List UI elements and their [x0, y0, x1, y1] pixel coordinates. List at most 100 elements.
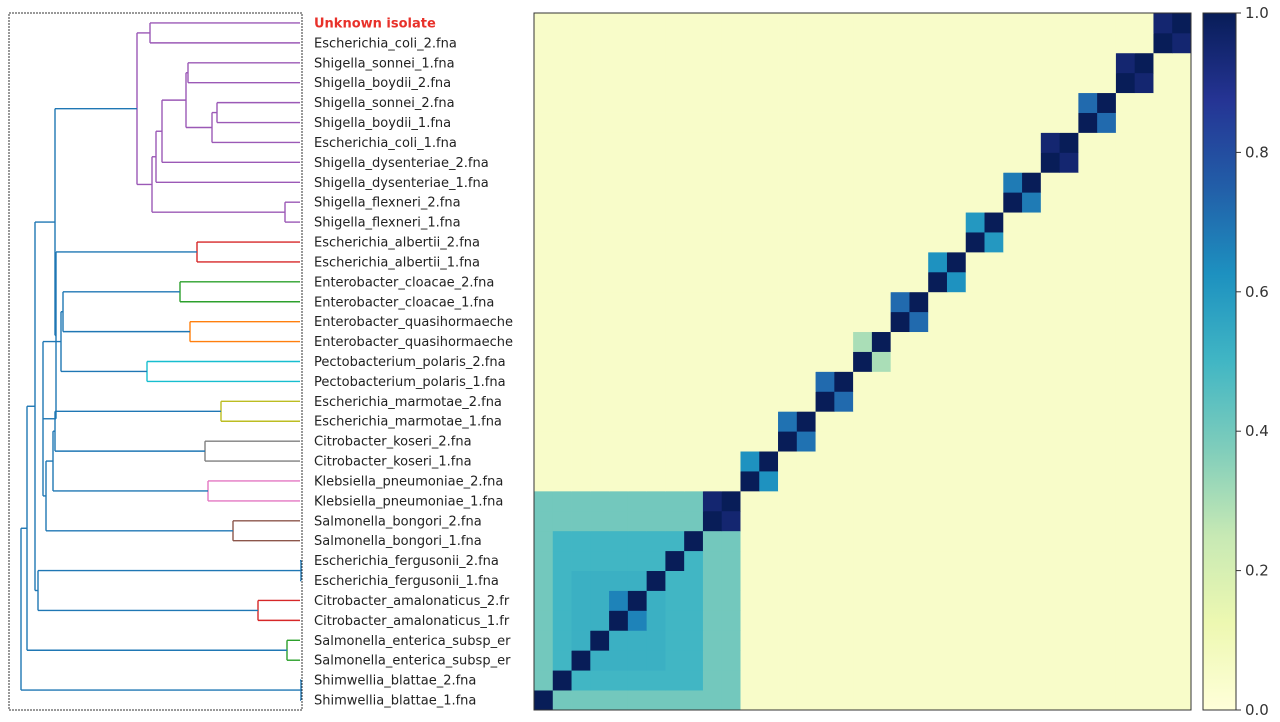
heatmap-cell [684, 670, 704, 691]
heatmap-cell [965, 391, 985, 412]
heatmap-cell [853, 371, 873, 392]
heatmap-cell [1003, 391, 1023, 412]
heatmap-cell [871, 212, 892, 233]
heatmap-cell [590, 92, 610, 113]
heatmap-cell [1040, 431, 1060, 452]
heatmap-cell [646, 72, 666, 94]
heatmap-cell [665, 152, 685, 173]
heatmap-cell [759, 371, 779, 392]
colorbar-tick-label: 0.2 [1245, 562, 1269, 580]
heatmap-cell [778, 371, 798, 392]
heatmap-cell [740, 630, 760, 651]
heatmap-cell [759, 411, 779, 432]
heatmap-cell [646, 311, 666, 333]
heatmap-cell [684, 291, 704, 313]
heatmap-cell [684, 351, 704, 372]
heatmap-cell [778, 172, 798, 193]
heatmap-cell [684, 192, 704, 213]
heatmap-cell [853, 451, 873, 472]
heatmap-cell [684, 371, 704, 392]
heatmap-cell [1040, 32, 1060, 54]
heatmap-cell [1153, 311, 1173, 333]
heatmap-cell [740, 72, 760, 94]
row-label: Pectobacterium_polaris_1.fna [314, 375, 506, 390]
heatmap-cell [609, 351, 629, 372]
heatmap-cell [946, 371, 967, 392]
heatmap-cell [1078, 72, 1098, 94]
row-label: Escherichia_fergusonii_2.fna [314, 554, 499, 569]
heatmap-cell [590, 351, 610, 372]
row-label: Citrobacter_koseri_1.fna [314, 455, 472, 470]
heatmap-cell [815, 451, 835, 472]
heatmap-cell [1059, 351, 1079, 372]
heatmap-cell [1153, 351, 1173, 372]
heatmap-cell [684, 630, 704, 651]
heatmap-cell [834, 192, 854, 213]
heatmap-cell [1003, 471, 1023, 492]
heatmap-cell [928, 212, 948, 233]
heatmap-cell [1078, 391, 1098, 412]
heatmap-cell [1097, 351, 1117, 372]
heatmap-cell [1003, 331, 1023, 352]
heatmap-cell [871, 371, 892, 392]
heatmap-cell [646, 291, 666, 313]
heatmap-cell [609, 530, 629, 552]
heatmap-cell [1040, 630, 1060, 651]
heatmap-cell [1153, 670, 1173, 691]
heatmap-cell [740, 451, 760, 472]
heatmap-cell [834, 471, 854, 492]
heatmap-cell [665, 132, 685, 153]
heatmap-cell [1003, 112, 1023, 133]
heatmap-cell [759, 550, 779, 571]
heatmap-cell [1097, 650, 1117, 671]
heatmap-cell [1003, 451, 1023, 472]
heatmap-cell [571, 232, 591, 253]
heatmap-cell [702, 690, 723, 711]
heatmap-cell [1172, 92, 1192, 113]
heatmap-cell [721, 530, 741, 552]
heatmap-cell [909, 371, 929, 392]
heatmap-cell [759, 291, 779, 313]
heatmap-cell [684, 590, 704, 611]
heatmap-cell [571, 13, 591, 34]
heatmap-cell [1078, 271, 1098, 293]
heatmap-cell [627, 490, 648, 512]
heatmap-cell [890, 331, 910, 352]
heatmap-cell [928, 232, 948, 253]
heatmap-cell [965, 690, 985, 711]
heatmap-cell [853, 251, 873, 273]
heatmap-cell [984, 570, 1004, 591]
heatmap-cell [571, 391, 591, 412]
heatmap-cell [1134, 550, 1154, 571]
heatmap-cell [853, 331, 873, 352]
heatmap-cell [571, 192, 591, 213]
heatmap-cell [665, 471, 685, 492]
heatmap-cell [1172, 590, 1192, 611]
heatmap-cell [571, 530, 591, 552]
heatmap-cell [1134, 271, 1154, 293]
heatmap-cell [552, 630, 572, 651]
heatmap-cell [702, 391, 723, 412]
heatmap-cell [815, 271, 835, 293]
heatmap-cell [702, 112, 723, 133]
heatmap-cell [965, 13, 985, 34]
heatmap-cell [778, 132, 798, 153]
heatmap-cell [1003, 212, 1023, 233]
heatmap-cell [890, 371, 910, 392]
heatmap-cell [796, 530, 816, 552]
heatmap-cell [928, 72, 948, 94]
heatmap-cell [646, 232, 666, 253]
heatmap-cell [1153, 490, 1173, 512]
heatmap-cell [928, 431, 948, 452]
heatmap-cell [946, 92, 967, 113]
heatmap-cell [871, 291, 892, 313]
heatmap-cell [834, 411, 854, 432]
heatmap-cell [759, 670, 779, 691]
colorbar-tick-label: 1.0 [1245, 4, 1269, 22]
heatmap-cell [871, 550, 892, 571]
heatmap-cell [534, 610, 554, 631]
heatmap-cell [909, 451, 929, 472]
heatmap-cell [778, 570, 798, 591]
heatmap-cell [928, 670, 948, 691]
heatmap-cell [965, 490, 985, 512]
